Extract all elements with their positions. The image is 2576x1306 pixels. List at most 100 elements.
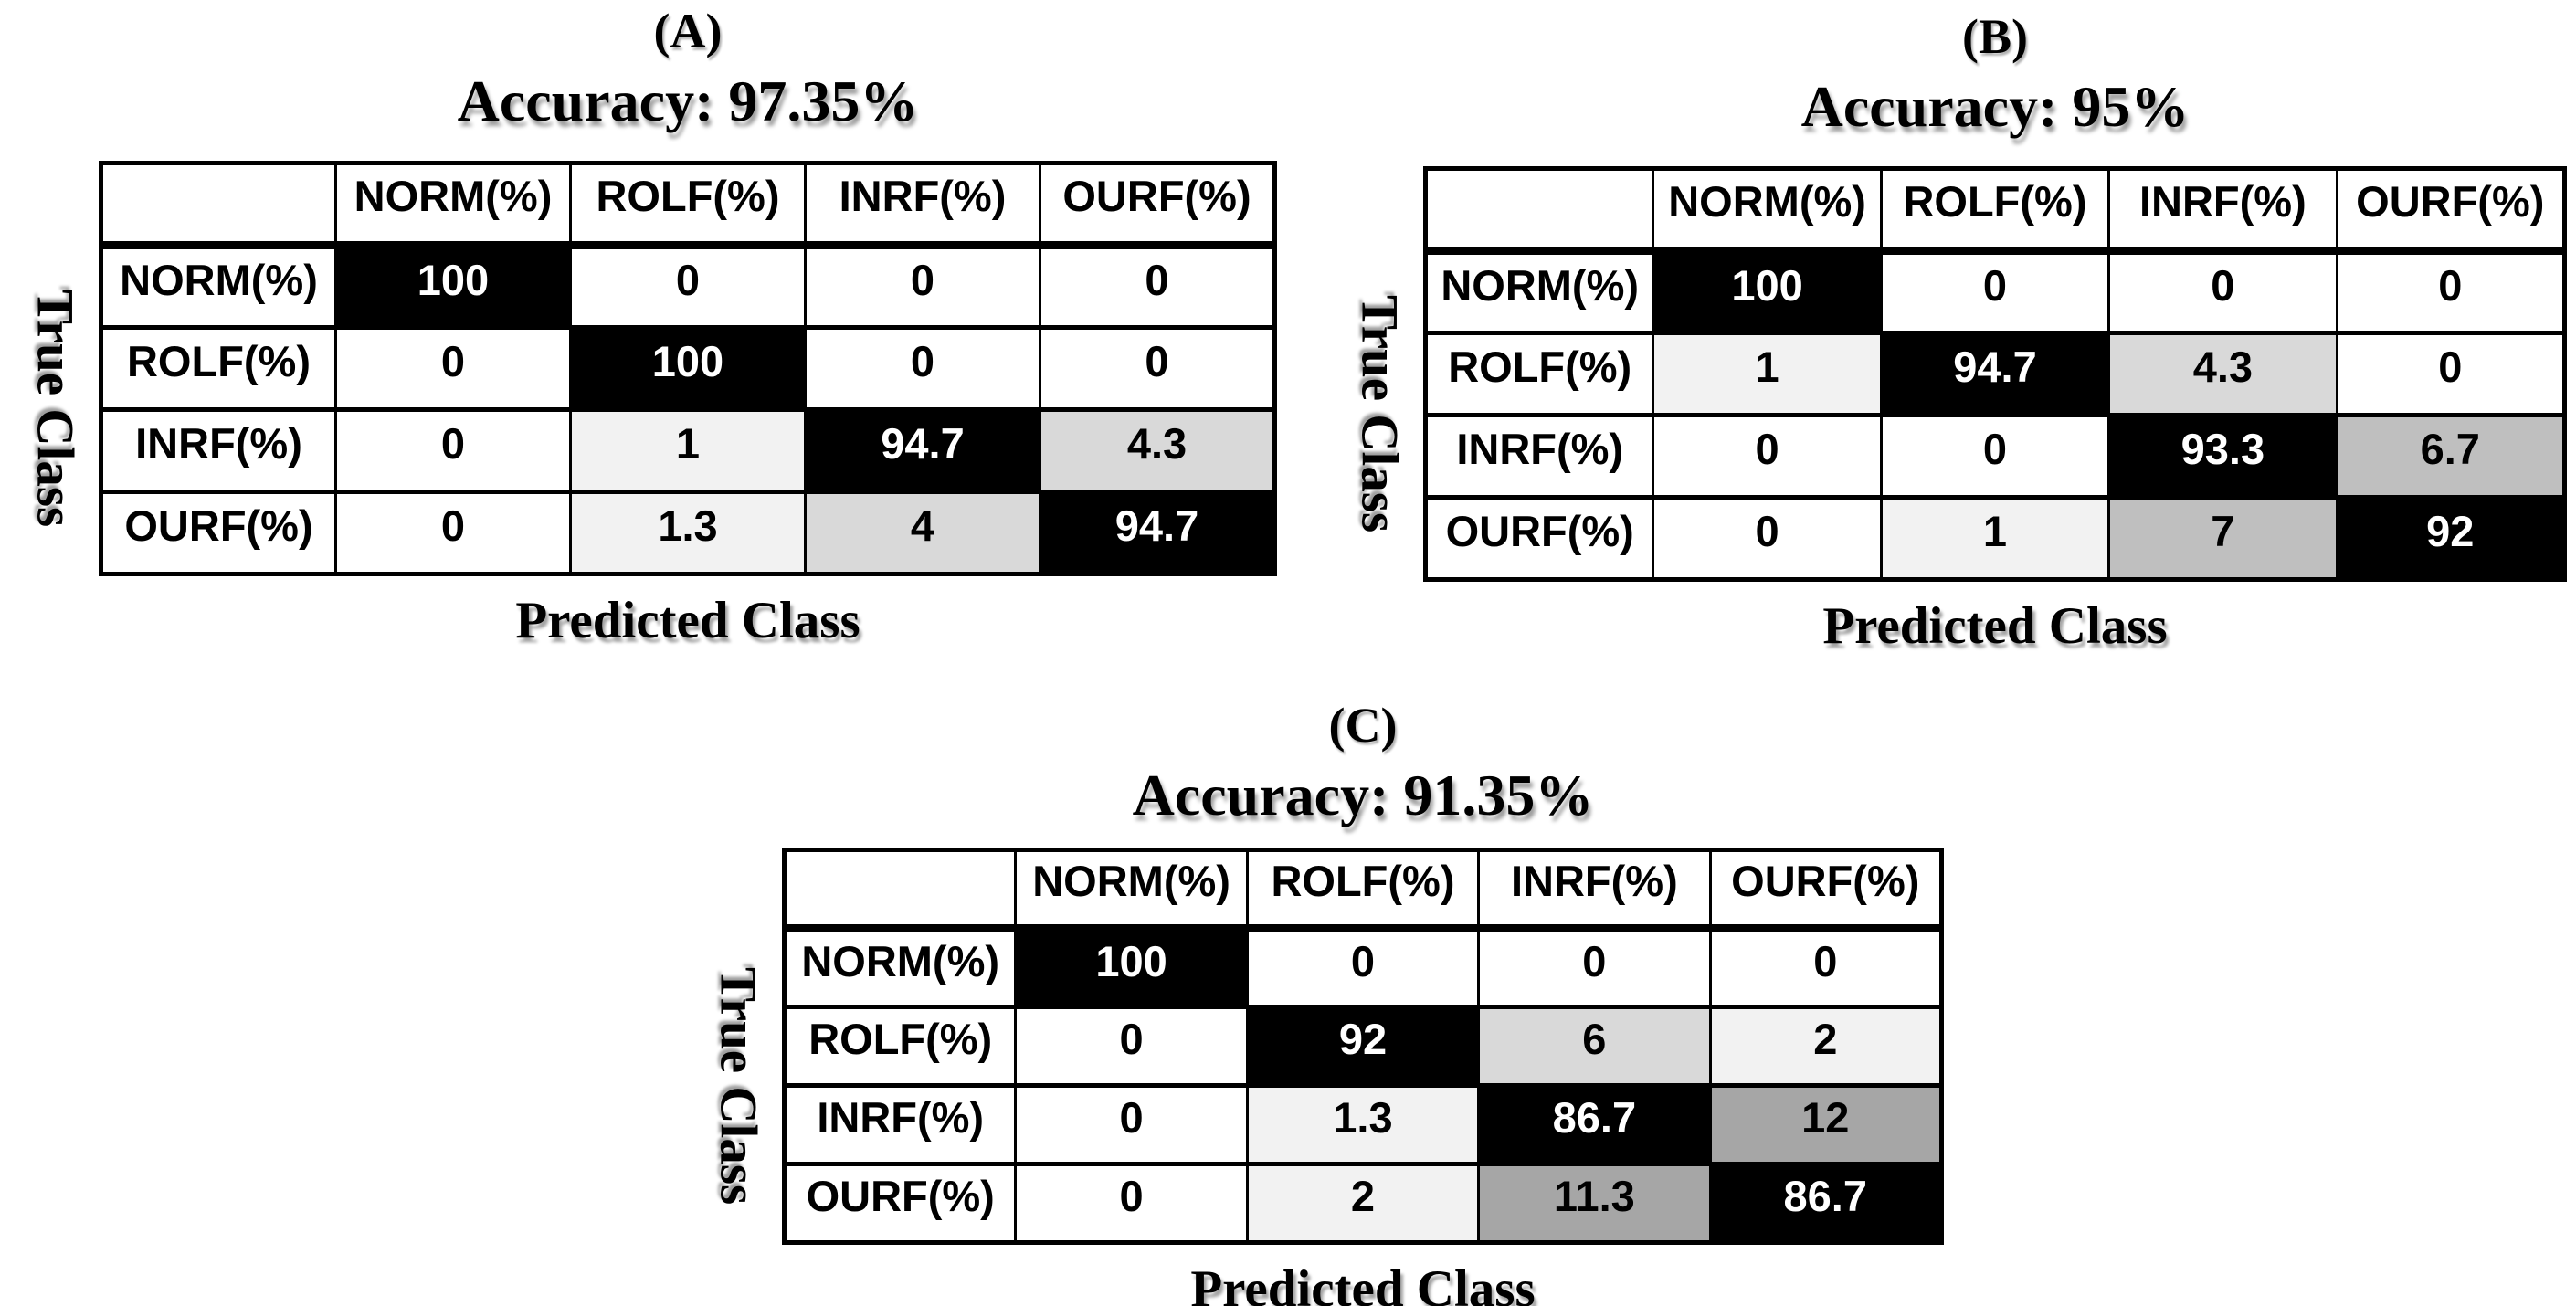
panel-a-true-class-label: True Class — [26, 290, 84, 528]
matrix-cell: 0 — [2335, 248, 2567, 335]
matrix-row: ROLF(%) 0 100 0 0 — [100, 324, 1276, 412]
panel-c: (C) Accuracy: 91.35% True Class NORM(%) R… — [694, 700, 1944, 1306]
row-header: NORM(%) — [782, 925, 1018, 1009]
matrix-cell: 100 — [1652, 248, 1883, 335]
matrix-cell: 92 — [2335, 494, 2567, 582]
matrix-cell: 0 — [1039, 242, 1276, 330]
matrix-cell: 0 — [334, 489, 572, 576]
panel-c-label: (C) — [1328, 697, 1398, 753]
matrix-cell: 0 — [1477, 925, 1712, 1009]
row-header: OURF(%) — [100, 489, 337, 576]
matrix-row: ROLF(%) 1 94.7 4.3 0 — [1423, 330, 2567, 417]
panel-b-accuracy-title: Accuracy: 95% — [1800, 73, 2190, 139]
matrix-row: OURF(%) 0 1 7 92 — [1423, 494, 2567, 582]
panel-b-true-class-label: True Class — [1350, 295, 1409, 533]
panel-a-matrix-row: True Class NORM(%) ROLF(%) INRF(%) OURF(%) N… — [11, 160, 1277, 576]
confusion-matrix-b: NORM(%) ROLF(%) INRF(%) OURF(%) NORM(%) 100 0 0… — [1423, 165, 2567, 582]
matrix-cell: 92 — [1245, 1004, 1481, 1088]
confusion-matrix-a: NORM(%) ROLF(%) INRF(%) OURF(%) NORM(%) 100 0 0… — [99, 160, 1277, 576]
column-header: INRF(%) — [1477, 847, 1712, 932]
row-header: ROLF(%) — [100, 324, 337, 412]
matrix-header-row: NORM(%) ROLF(%) INRF(%) OURF(%) — [782, 847, 1944, 932]
panel-a: (A) Accuracy: 97.35% True Class NORM(%) R… — [11, 5, 1277, 656]
matrix-header-row: NORM(%) ROLF(%) INRF(%) OURF(%) — [100, 160, 1276, 249]
panel-b-matrix-row: True Class NORM(%) ROLF(%) INRF(%) OURF(%) N… — [1336, 165, 2567, 582]
matrix-cell: 0 — [1014, 1082, 1249, 1166]
matrix-cell: 94.7 — [1879, 330, 2111, 417]
matrix-header-row: NORM(%) ROLF(%) INRF(%) OURF(%) — [1423, 165, 2567, 255]
matrix-row: OURF(%) 0 2 11.3 86.7 — [782, 1161, 1944, 1245]
panel-a-predicted-class-label: Predicted Class — [515, 591, 860, 649]
matrix-cell: 12 — [1708, 1082, 1944, 1166]
column-header: ROLF(%) — [1879, 165, 2111, 255]
matrix-cell: 94.7 — [1039, 489, 1276, 576]
column-header: NORM(%) — [1014, 847, 1249, 932]
matrix-cell: 7 — [2107, 494, 2338, 582]
matrix-cell: 0 — [804, 324, 1041, 412]
row-header: OURF(%) — [782, 1161, 1018, 1245]
panel-c-matrix-row: True Class NORM(%) ROLF(%) INRF(%) OURF(%) N… — [694, 847, 1944, 1245]
matrix-cell: 0 — [1014, 1161, 1249, 1245]
matrix-cell: 4.3 — [2107, 330, 2338, 417]
matrix-cell: 94.7 — [804, 406, 1041, 494]
row-header: OURF(%) — [1423, 494, 1655, 582]
matrix-row: ROLF(%) 0 92 6 2 — [782, 1004, 1944, 1088]
bottom-row: (C) Accuracy: 91.35% True Class NORM(%) R… — [0, 700, 2576, 1306]
panel-c-true-class-label: True Class — [709, 967, 767, 1206]
panel-a-accuracy-title: Accuracy: 97.35% — [457, 68, 919, 133]
row-header: ROLF(%) — [1423, 330, 1655, 417]
panel-c-predicted-class-label: Predicted Class — [1190, 1259, 1536, 1306]
matrix-row: INRF(%) 0 1.3 86.7 12 — [782, 1082, 1944, 1166]
row-header: INRF(%) — [1423, 412, 1655, 500]
panel-b-label: (B) — [1962, 9, 2028, 64]
matrix-cell: 4.3 — [1039, 406, 1276, 494]
column-header: NORM(%) — [1652, 165, 1883, 255]
matrix-cell: 6.7 — [2335, 412, 2567, 500]
matrix-cell: 1 — [1879, 494, 2111, 582]
row-header: ROLF(%) — [782, 1004, 1018, 1088]
matrix-row: INRF(%) 0 1 94.7 4.3 — [100, 406, 1276, 494]
matrix-cell: 86.7 — [1708, 1161, 1944, 1245]
column-header: OURF(%) — [1708, 847, 1944, 932]
matrix-cell: 2 — [1708, 1004, 1944, 1088]
row-header: NORM(%) — [1423, 248, 1655, 335]
matrix-cell: 0 — [1879, 248, 2111, 335]
panel-c-accuracy-title: Accuracy: 91.35% — [1132, 762, 1594, 827]
matrix-cell: 0 — [334, 324, 572, 412]
panel-a-label: (A) — [653, 4, 723, 58]
column-header: ROLF(%) — [1245, 847, 1481, 932]
matrix-row: NORM(%) 100 0 0 0 — [1423, 248, 2567, 335]
matrix-cell: 0 — [334, 406, 572, 494]
matrix-cell: 93.3 — [2107, 412, 2338, 500]
matrix-row: NORM(%) 100 0 0 0 — [100, 242, 1276, 330]
matrix-row: NORM(%) 100 0 0 0 — [782, 925, 1944, 1009]
matrix-cell: 0 — [1652, 494, 1883, 582]
matrix-cell: 0 — [2107, 248, 2338, 335]
matrix-row: OURF(%) 0 1.3 4 94.7 — [100, 489, 1276, 576]
matrix-cell: 6 — [1477, 1004, 1712, 1088]
row-header: INRF(%) — [782, 1082, 1018, 1166]
matrix-cell: 100 — [334, 242, 572, 330]
matrix-cell: 0 — [1652, 412, 1883, 500]
matrix-corner-cell — [100, 160, 337, 249]
matrix-row: INRF(%) 0 0 93.3 6.7 — [1423, 412, 2567, 500]
matrix-corner-cell — [1423, 165, 1655, 255]
column-header: OURF(%) — [1039, 160, 1276, 249]
panel-b: (B) Accuracy: 95% True Class NORM(%) ROLF… — [1336, 5, 2567, 656]
matrix-cell: 0 — [804, 242, 1041, 330]
matrix-cell: 2 — [1245, 1161, 1481, 1245]
column-header: INRF(%) — [2107, 165, 2338, 255]
panel-b-predicted-class-label: Predicted Class — [1822, 596, 2168, 655]
matrix-corner-cell — [782, 847, 1018, 932]
matrix-cell: 0 — [1014, 1004, 1249, 1088]
column-header: ROLF(%) — [569, 160, 807, 249]
top-row: (A) Accuracy: 97.35% True Class NORM(%) R… — [11, 5, 2567, 656]
matrix-cell: 100 — [1014, 925, 1249, 1009]
row-header: INRF(%) — [100, 406, 337, 494]
column-header: OURF(%) — [2335, 165, 2567, 255]
matrix-cell: 0 — [1879, 412, 2111, 500]
matrix-cell: 0 — [1039, 324, 1276, 412]
matrix-cell: 0 — [1245, 925, 1481, 1009]
matrix-cell: 4 — [804, 489, 1041, 576]
